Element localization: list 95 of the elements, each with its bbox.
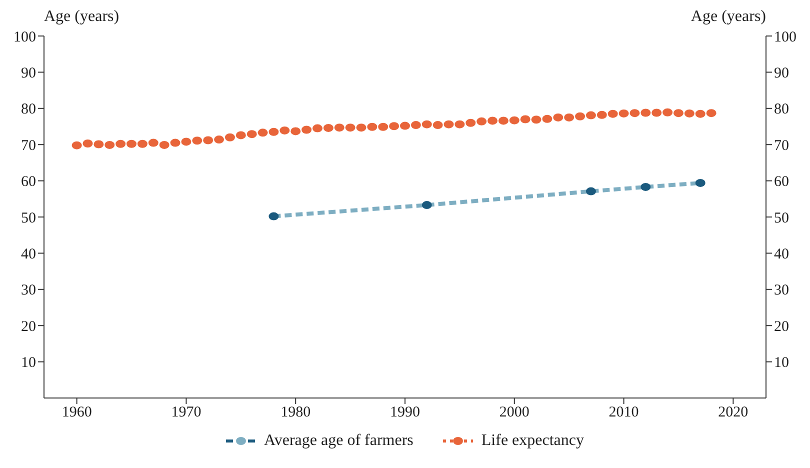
point [695,178,706,187]
point [192,136,202,145]
point [630,109,640,118]
point [640,108,651,117]
point [367,122,378,131]
point [170,138,180,147]
point [498,116,508,125]
point [466,118,476,127]
x-tick-label: 2000 [499,404,530,421]
point [159,140,170,149]
point [126,140,137,148]
point [422,201,432,210]
point [181,138,192,146]
y-tick-label: 70 [21,138,36,154]
y2-tick-label: 40 [774,246,789,263]
y-tick-label: 80 [21,102,36,118]
point [608,110,618,118]
x-tick-label: 1990 [390,404,420,421]
y2-tick-label: 80 [774,102,789,118]
point [509,116,520,124]
point [268,128,279,136]
point [356,124,366,132]
x-tick-label: 2010 [608,404,639,421]
x-tick-label: 1970 [171,404,202,421]
point [531,116,542,124]
point [389,122,400,130]
y2-tick-label: 50 [774,210,789,226]
point [684,109,694,118]
legend-label: Life expectancy [481,432,584,450]
point [246,130,257,138]
point [323,124,334,132]
point [290,127,301,136]
point [586,187,596,196]
y2-tick-label: 30 [774,282,789,299]
legend-label: Average age of farmers [264,432,414,450]
point [214,136,224,144]
y-tick-label: 10 [21,355,36,372]
y2-tick-label: 100 [774,29,796,46]
y-tick-label: 90 [21,66,36,82]
point [116,140,126,148]
point [553,113,564,122]
point [104,140,115,149]
point [586,111,596,120]
x-tick-label: 2020 [718,404,748,421]
y2-tick-label: 90 [774,66,789,82]
y-tick-label: 20 [21,318,36,335]
point [334,124,344,132]
y2-axis-title: Age (years) [690,8,766,27]
point [410,121,421,130]
y-tick-label: 100 [14,29,36,46]
point [596,110,607,119]
point [706,109,716,118]
point [422,120,432,128]
y-tick-label: 60 [21,174,36,190]
point [236,131,246,140]
point [640,182,651,191]
point [137,140,148,148]
point [378,122,388,131]
point [82,140,93,148]
y-axis-title: Age (years) [44,8,120,27]
point [345,124,356,132]
point [488,116,498,125]
point [476,117,487,126]
x-tick-label: 1980 [280,404,311,421]
y2-tick-label: 10 [774,355,789,372]
point [564,113,574,122]
point [203,136,214,144]
point [652,108,662,117]
point [444,120,454,128]
y2-tick-label: 70 [774,138,789,154]
point [400,122,410,130]
point [148,138,158,147]
point [258,128,268,137]
point [454,120,465,128]
y2-tick-label: 60 [774,174,789,190]
point [673,109,684,118]
point [302,126,312,134]
point [575,112,586,120]
point [268,212,279,220]
y2-tick-label: 20 [774,318,789,335]
y-tick-label: 30 [21,282,36,299]
point [520,115,530,124]
point [662,108,673,116]
point [618,109,629,118]
point [312,124,322,132]
point [432,121,443,130]
point [72,141,82,150]
point [542,114,552,123]
point [695,110,706,118]
point [280,126,290,134]
y-tick-label: 50 [21,210,36,226]
y-tick-label: 40 [21,246,36,263]
x-tick-label: 1960 [62,404,92,421]
point [224,133,235,142]
point [94,140,104,148]
